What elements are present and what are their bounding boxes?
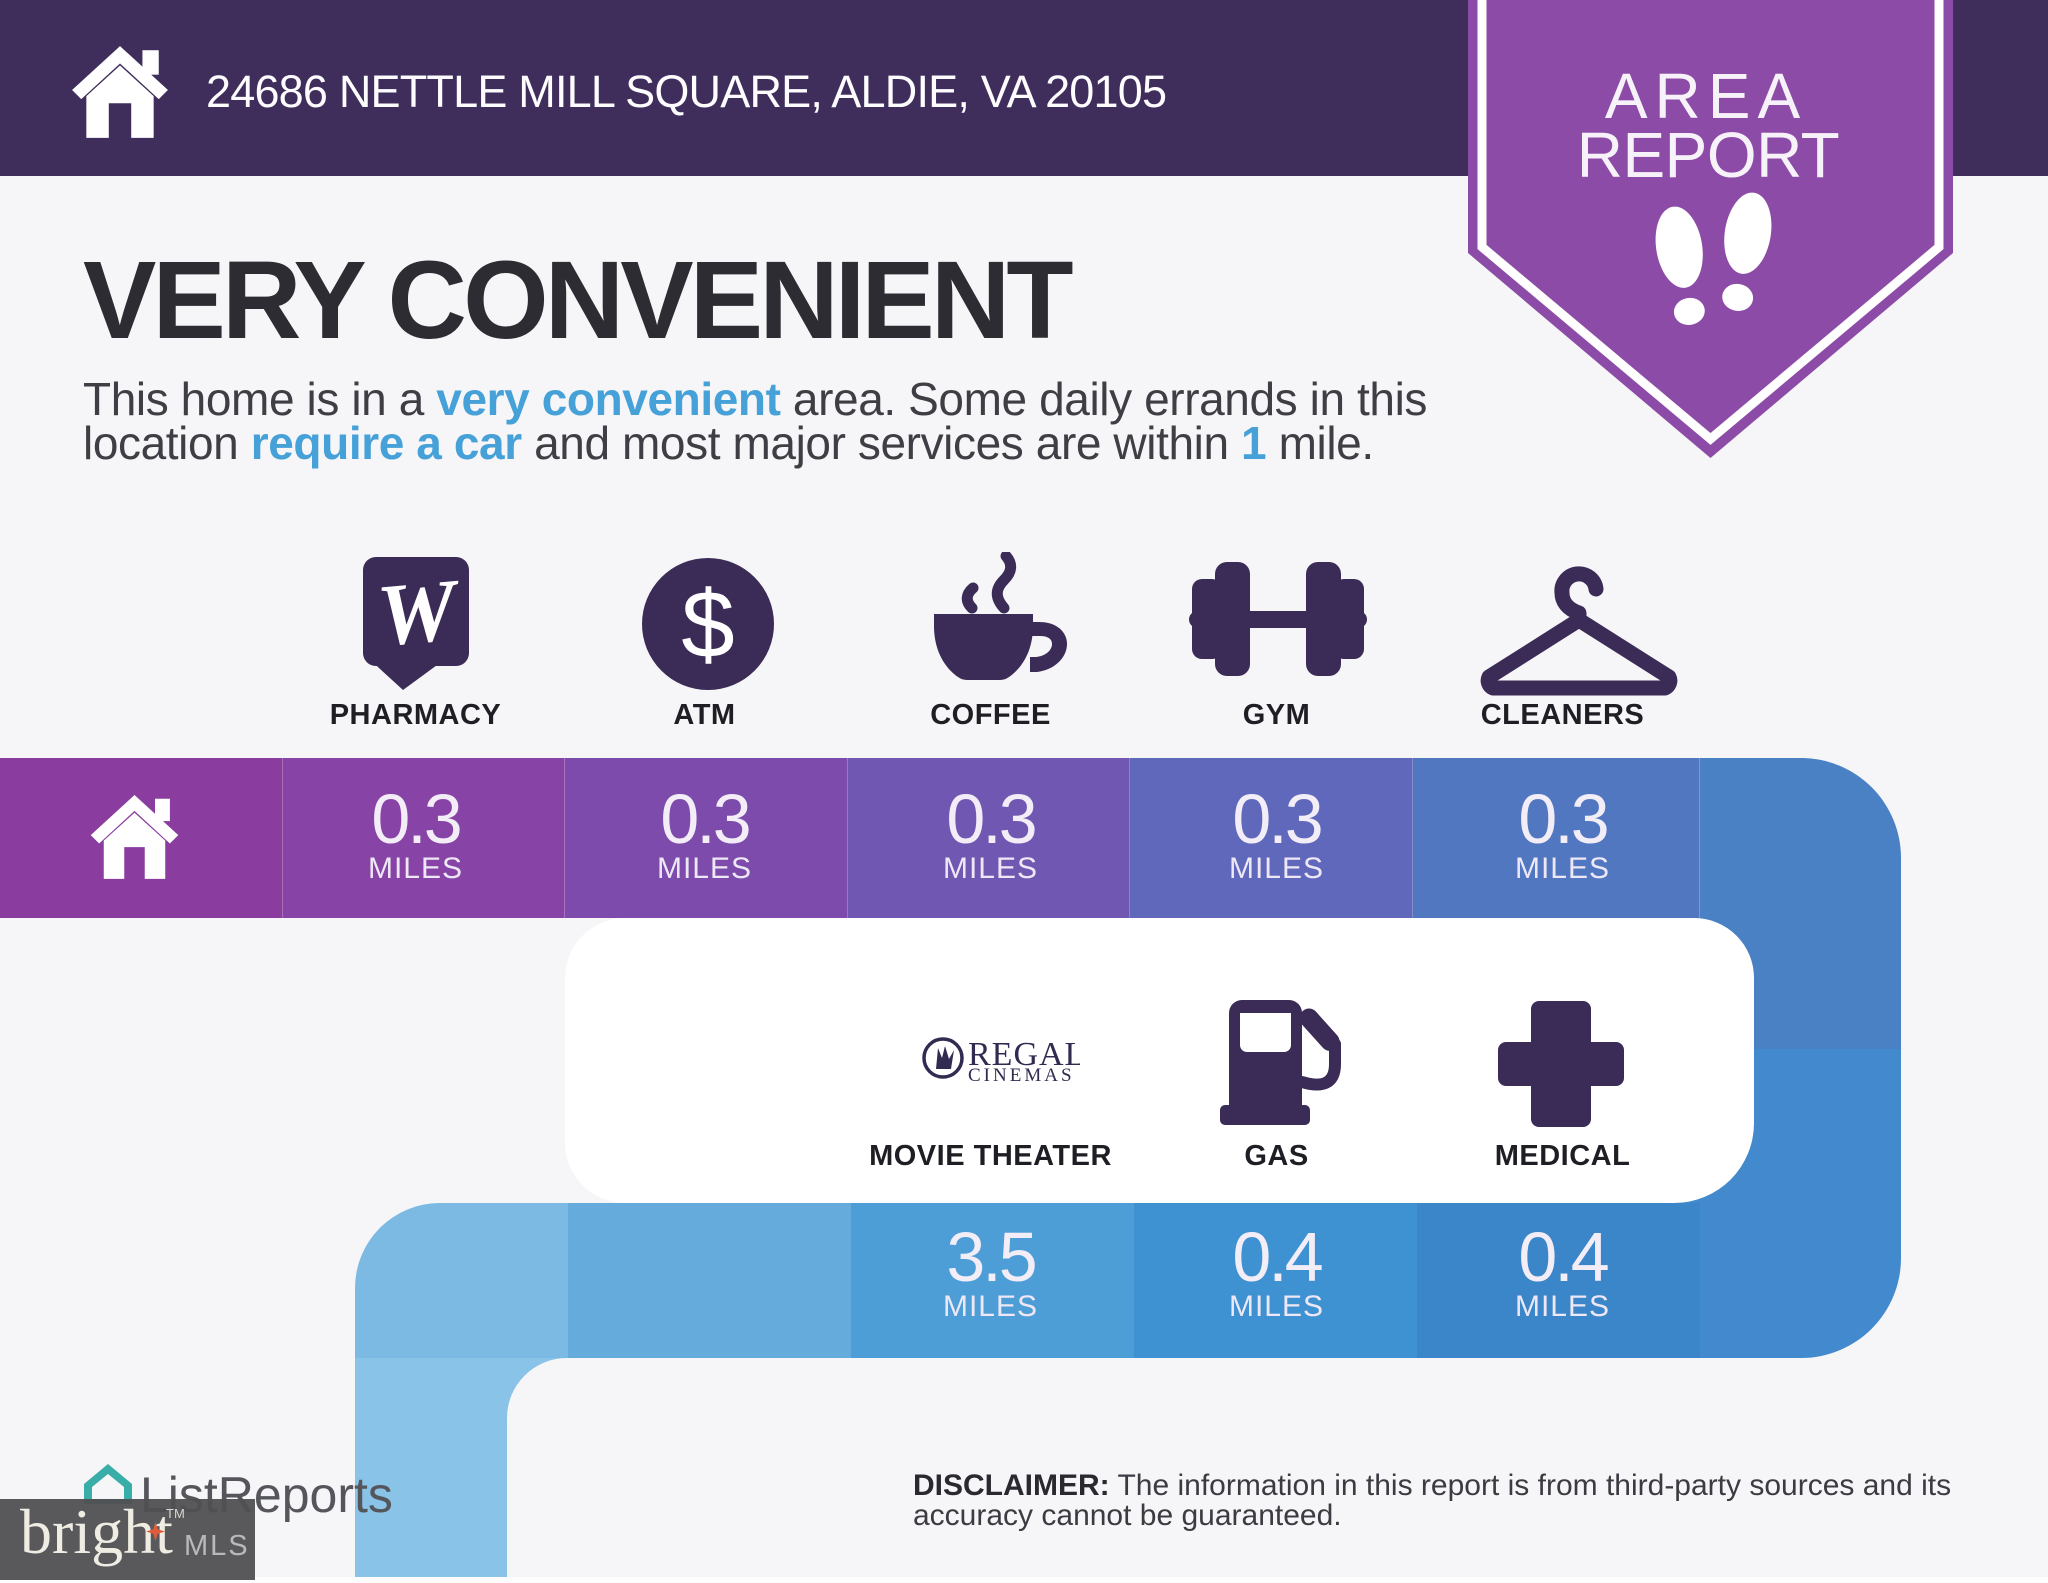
svg-text:W: W [373,561,465,665]
svg-text:CINEMAS: CINEMAS [968,1065,1075,1084]
svg-text:AREA: AREA [1605,60,1807,132]
svg-text:REPORT: REPORT [1577,119,1840,191]
svg-text:$: $ [681,571,734,678]
svg-text:REGAL: REGAL [968,1036,1080,1073]
